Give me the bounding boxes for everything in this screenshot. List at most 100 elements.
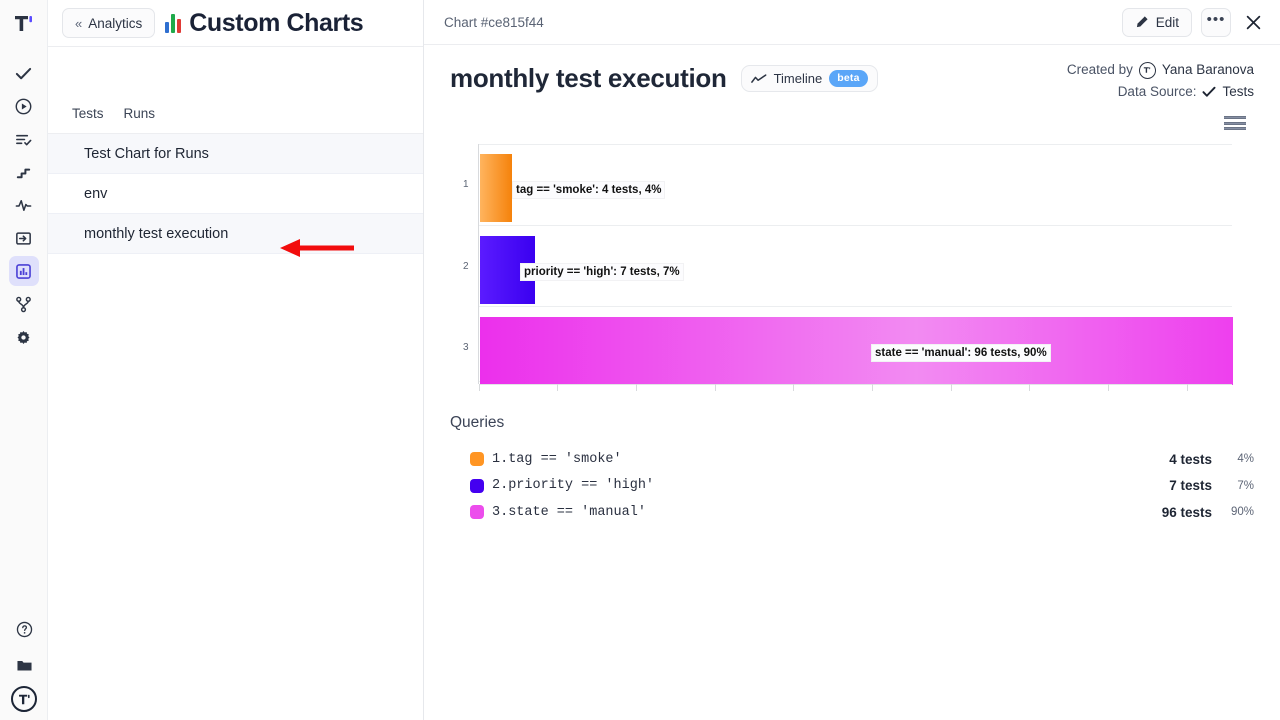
bar-data-label: state == 'manual': 96 tests, 90% (871, 344, 1051, 362)
list-item[interactable]: env (48, 174, 423, 214)
help-circle-icon[interactable] (9, 614, 39, 644)
edit-button-label: Edit (1155, 14, 1179, 30)
list-tabs: Tests Runs (48, 94, 423, 134)
created-by-row: Created by Yana Baranova (1067, 59, 1254, 81)
x-axis-tick (479, 384, 480, 391)
chart-id-label: Chart #ce815f44 (444, 14, 544, 30)
category-label: 1 (463, 179, 469, 190)
queries-list: 1.tag == 'smoke' 4 tests 4% 2.priority =… (450, 446, 1254, 526)
query-row[interactable]: 3.state == 'manual' 96 tests 90% (450, 499, 1254, 526)
query-text: 3.state == 'manual' (492, 504, 646, 520)
tab-runs[interactable]: Runs (123, 106, 156, 121)
sidebar-item-tests[interactable] (9, 58, 39, 88)
query-color-swatch (470, 478, 484, 493)
close-drawer-button[interactable] (1240, 9, 1266, 35)
query-row[interactable]: 1.tag == 'smoke' 4 tests 4% (450, 446, 1254, 473)
list-item[interactable]: monthly test execution (48, 214, 423, 254)
sidebar-item-settings[interactable] (9, 322, 39, 352)
panel-divider (423, 0, 424, 720)
category-label: 2 (463, 261, 469, 272)
x-axis-tick (872, 384, 873, 391)
rail-item-list (8, 58, 39, 355)
author-avatar (1138, 61, 1156, 79)
x-axis-tick (1187, 384, 1188, 391)
rail-bottom-group (0, 614, 48, 712)
chart-list-panel: « Analytics Custom Charts Tests Runs Tes… (48, 0, 470, 720)
query-count: 96 tests (1161, 504, 1212, 520)
query-color-swatch (470, 505, 484, 520)
sidebar-item-runs[interactable] (9, 91, 39, 121)
page-title: Custom Charts (189, 8, 364, 37)
created-by-label: Created by (1066, 62, 1133, 77)
sidebar-item-analytics[interactable] (8, 256, 39, 286)
sidebar-item-import[interactable] (9, 223, 39, 253)
beta-badge: beta (829, 70, 868, 87)
chart-meta: Created by Yana Baranova Data Source: T (1067, 59, 1254, 103)
x-axis-line (479, 384, 1232, 385)
query-count: 7 tests (1169, 478, 1212, 494)
query-percent: 90% (1230, 506, 1254, 519)
trend-line-icon (750, 73, 766, 83)
query-row[interactable]: 2.priority == 'high' 7 tests 7% (450, 473, 1254, 500)
bar-data-label: tag == 'smoke': 4 tests, 4% (512, 181, 666, 199)
sidebar-item-steps[interactable] (9, 157, 39, 187)
icon-rail (0, 0, 48, 720)
list-item[interactable]: Test Chart for Runs (48, 134, 423, 174)
chart-list: Test Chart for Runs env monthly test exe… (48, 134, 423, 254)
data-source-row: Data Source: Tests (1067, 81, 1254, 103)
ellipsis-icon: ••• (1206, 11, 1226, 28)
timeline-toggle-button[interactable]: Timeline beta (740, 65, 878, 92)
chart-title: monthly test execution (450, 63, 727, 93)
tab-tests[interactable]: Tests (72, 106, 104, 121)
pencil-icon (1136, 16, 1148, 28)
x-axis-tick (636, 384, 637, 391)
x-axis-tick (793, 384, 794, 391)
query-percent: 4% (1237, 453, 1254, 466)
category-label: 3 (463, 342, 469, 353)
chart-title-row: monthly test execution Timeline beta (450, 63, 1254, 94)
drawer-body: monthly test execution Timeline beta Cre… (424, 45, 1280, 526)
created-by-name: Yana Baranova (1161, 62, 1254, 77)
sidebar-item-activity[interactable] (9, 190, 39, 220)
bar-data-label: priority == 'high': 7 tests, 7% (520, 263, 684, 281)
chart-plot-area: 1 2 3 tag == 'smoke': 4 tests, 4% priori… (463, 144, 1233, 391)
edit-button[interactable]: Edit (1121, 7, 1192, 37)
x-axis-tick (1029, 384, 1030, 391)
sidebar-item-plans[interactable] (9, 124, 39, 154)
sidebar-item-branches[interactable] (9, 289, 39, 319)
x-axis-tick (557, 384, 558, 391)
folder-icon[interactable] (9, 650, 39, 680)
avatar[interactable] (11, 686, 37, 712)
queries-heading: Queries (450, 414, 505, 431)
query-percent: 7% (1237, 479, 1254, 492)
checkmark-icon (1202, 86, 1216, 97)
query-text: 1.tag == 'smoke' (492, 451, 622, 467)
app-title-group: Custom Charts (165, 8, 364, 38)
chart-detail-drawer: Chart #ce815f44 Edit ••• monthly test e (424, 0, 1280, 720)
list-panel-header: « Analytics Custom Charts (48, 0, 470, 47)
back-to-analytics-button[interactable]: « Analytics (62, 8, 156, 38)
query-count: 4 tests (1169, 451, 1212, 467)
double-chevron-left-icon: « (75, 15, 82, 31)
testomat-logo-icon[interactable] (8, 8, 40, 40)
bar-chart-logo-icon (165, 13, 182, 33)
bar-chart: 1 2 3 tag == 'smoke': 4 tests, 4% priori… (450, 116, 1254, 406)
back-button-label: Analytics (88, 15, 143, 31)
drawer-header: Chart #ce815f44 Edit ••• (424, 0, 1280, 45)
data-source-label: Data Source: (1117, 84, 1197, 99)
annotation-arrow-icon (280, 239, 354, 257)
gridline (479, 225, 1232, 226)
x-axis-tick (1108, 384, 1109, 391)
gridline (479, 306, 1232, 307)
data-source-value: Tests (1222, 84, 1254, 99)
more-options-button[interactable]: ••• (1201, 7, 1231, 37)
drawer-actions: Edit ••• (1121, 7, 1266, 37)
chart-context-menu-button[interactable] (1224, 114, 1246, 132)
query-text: 2.priority == 'high' (492, 478, 655, 494)
bar-series-3[interactable] (480, 317, 1233, 385)
bar-series-1[interactable] (480, 154, 512, 222)
x-axis-tick (715, 384, 716, 391)
query-color-swatch (470, 452, 484, 467)
timeline-label: Timeline (773, 71, 823, 86)
